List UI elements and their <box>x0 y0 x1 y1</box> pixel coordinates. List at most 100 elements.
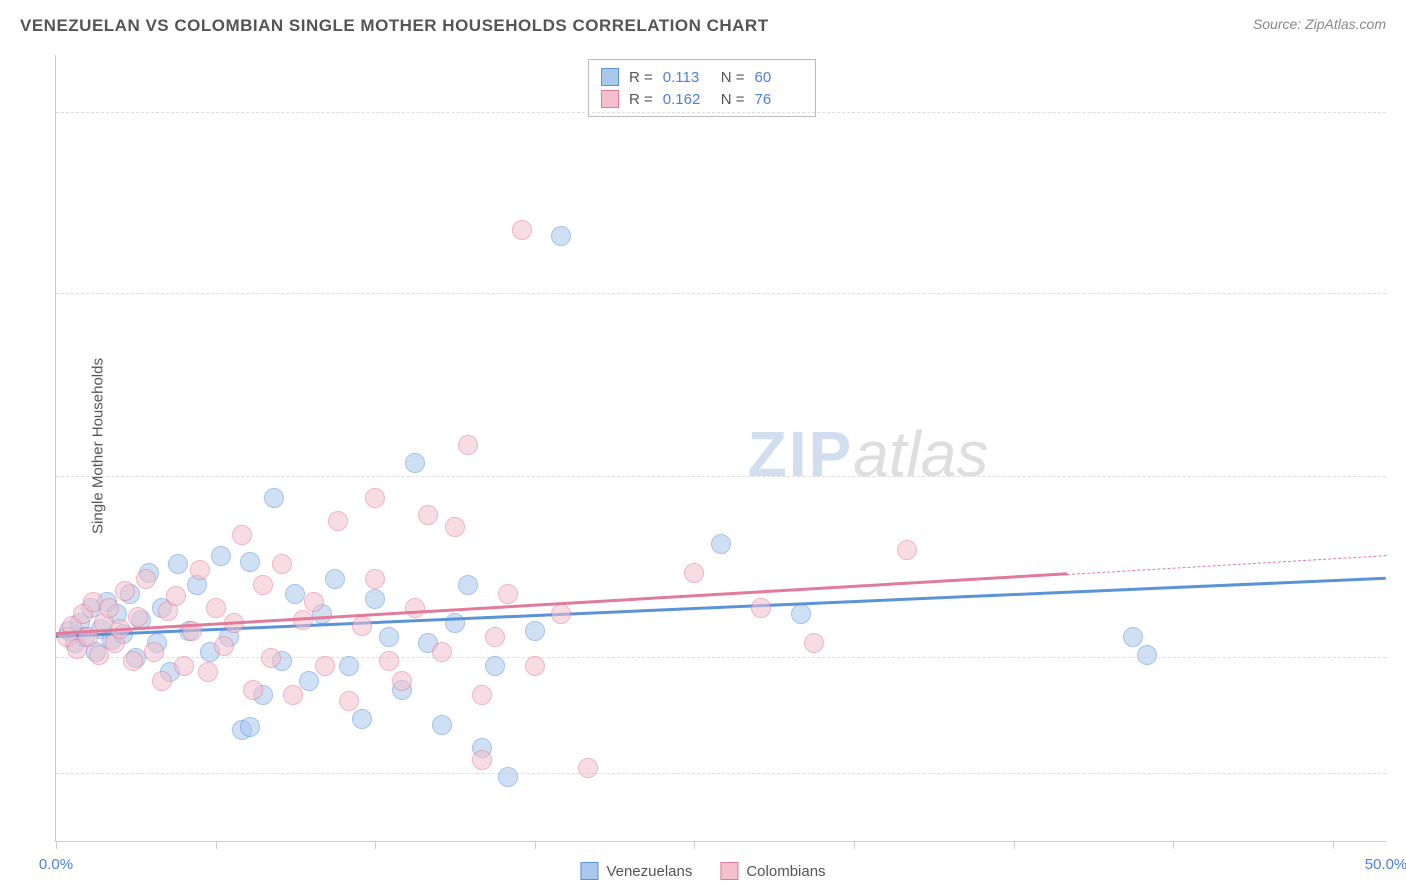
data-point <box>99 598 119 618</box>
legend-label: Venezuelans <box>606 863 692 880</box>
data-point <box>365 589 385 609</box>
data-point <box>240 552 260 572</box>
data-point <box>365 569 385 589</box>
x-tick <box>216 841 217 849</box>
gridline <box>56 657 1386 658</box>
gridline <box>56 112 1386 113</box>
data-point <box>684 563 704 583</box>
legend-item: Venezuelans <box>580 862 692 880</box>
chart-title: VENEZUELAN VS COLOMBIAN SINGLE MOTHER HO… <box>20 16 769 36</box>
n-value: 76 <box>755 91 803 108</box>
legend-label: Colombians <box>746 863 825 880</box>
data-point <box>804 633 824 653</box>
n-label: N = <box>721 69 745 86</box>
x-tick <box>535 841 536 849</box>
data-point <box>392 671 412 691</box>
data-point <box>152 671 172 691</box>
y-tick-label: 12.5% <box>1396 452 1406 469</box>
data-point <box>418 505 438 525</box>
correlation-stats-box: R = 0.113 N = 60R = 0.162 N = 76 <box>588 59 816 117</box>
legend-swatch <box>580 862 598 880</box>
bottom-legend: Venezuelans Colombians <box>580 862 825 880</box>
data-point <box>445 613 465 633</box>
legend-item: Colombians <box>720 862 825 880</box>
source-attribution: Source: ZipAtlas.com <box>1253 16 1386 32</box>
data-point <box>168 554 188 574</box>
x-tick <box>1333 841 1334 849</box>
data-point <box>243 680 263 700</box>
data-point <box>214 636 234 656</box>
data-point <box>472 750 492 770</box>
data-point <box>283 685 303 705</box>
r-label: R = <box>629 69 653 86</box>
stats-row: R = 0.113 N = 60 <box>601 66 803 88</box>
data-point <box>751 598 771 618</box>
data-point <box>206 598 226 618</box>
data-point <box>432 642 452 662</box>
data-point <box>211 546 231 566</box>
legend-swatch <box>601 90 619 108</box>
data-point <box>551 226 571 246</box>
data-point <box>432 715 452 735</box>
n-value: 60 <box>755 69 803 86</box>
data-point <box>791 604 811 624</box>
data-point <box>458 435 478 455</box>
data-point <box>339 691 359 711</box>
data-point <box>115 581 135 601</box>
data-point <box>472 685 492 705</box>
n-label: N = <box>721 91 745 108</box>
data-point <box>240 717 260 737</box>
x-tick <box>1014 841 1015 849</box>
x-tick <box>854 841 855 849</box>
y-tick-label: 6.3% <box>1396 632 1406 649</box>
gridline <box>56 773 1386 774</box>
stats-row: R =0.162N =76 <box>601 88 803 110</box>
x-tick <box>375 841 376 849</box>
data-point <box>512 220 532 240</box>
gridline <box>56 476 1386 477</box>
scatter-chart: ZIPatlas R =0.113N =60R =0.162N =76 6.3%… <box>55 55 1386 842</box>
data-point <box>551 604 571 624</box>
data-point <box>253 575 273 595</box>
data-point <box>325 569 345 589</box>
data-point <box>339 656 359 676</box>
watermark: ZIPatlas <box>748 417 989 491</box>
data-point <box>232 525 252 545</box>
data-point <box>525 656 545 676</box>
data-point <box>315 656 335 676</box>
data-point <box>328 511 348 531</box>
r-value: 0.113 <box>663 69 711 86</box>
data-point <box>272 554 292 574</box>
data-point <box>379 651 399 671</box>
x-tick <box>694 841 695 849</box>
data-point <box>304 592 324 612</box>
legend-swatch <box>601 68 619 86</box>
data-point <box>405 453 425 473</box>
x-tick-label: 50.0% <box>1365 856 1406 873</box>
data-point <box>144 642 164 662</box>
data-point <box>198 662 218 682</box>
x-tick <box>56 841 57 849</box>
x-tick <box>1173 841 1174 849</box>
data-point <box>1137 645 1157 665</box>
data-point <box>445 517 465 537</box>
data-point <box>352 709 372 729</box>
legend-swatch <box>720 862 738 880</box>
data-point <box>174 656 194 676</box>
x-tick-label: 0.0% <box>39 856 73 873</box>
data-point <box>485 627 505 647</box>
data-point <box>128 607 148 627</box>
data-point <box>405 598 425 618</box>
data-point <box>1123 627 1143 647</box>
r-value: 0.162 <box>663 91 711 108</box>
data-point <box>578 758 598 778</box>
data-point <box>299 671 319 691</box>
data-point <box>352 616 372 636</box>
data-point <box>365 488 385 508</box>
data-point <box>485 656 505 676</box>
data-point <box>458 575 478 595</box>
data-point <box>123 651 143 671</box>
trend-line-extrapolated <box>1067 555 1386 575</box>
data-point <box>498 584 518 604</box>
data-point <box>285 584 305 604</box>
